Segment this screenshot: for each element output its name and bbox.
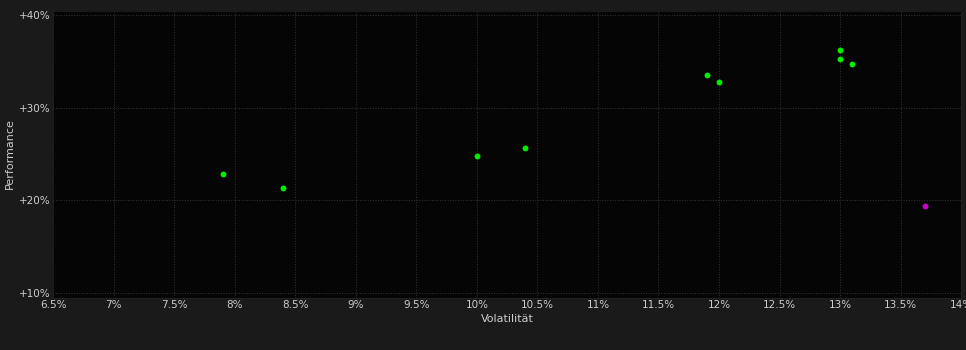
Point	[844, 61, 860, 67]
X-axis label: Volatilität: Volatilität	[481, 314, 533, 324]
Point	[833, 56, 848, 62]
Point	[917, 203, 932, 209]
Point	[699, 72, 715, 78]
Point	[833, 48, 848, 53]
Point	[469, 153, 485, 159]
Point	[214, 172, 230, 177]
Point	[518, 146, 533, 151]
Point	[711, 79, 726, 85]
Y-axis label: Performance: Performance	[5, 119, 14, 189]
Point	[275, 186, 291, 191]
